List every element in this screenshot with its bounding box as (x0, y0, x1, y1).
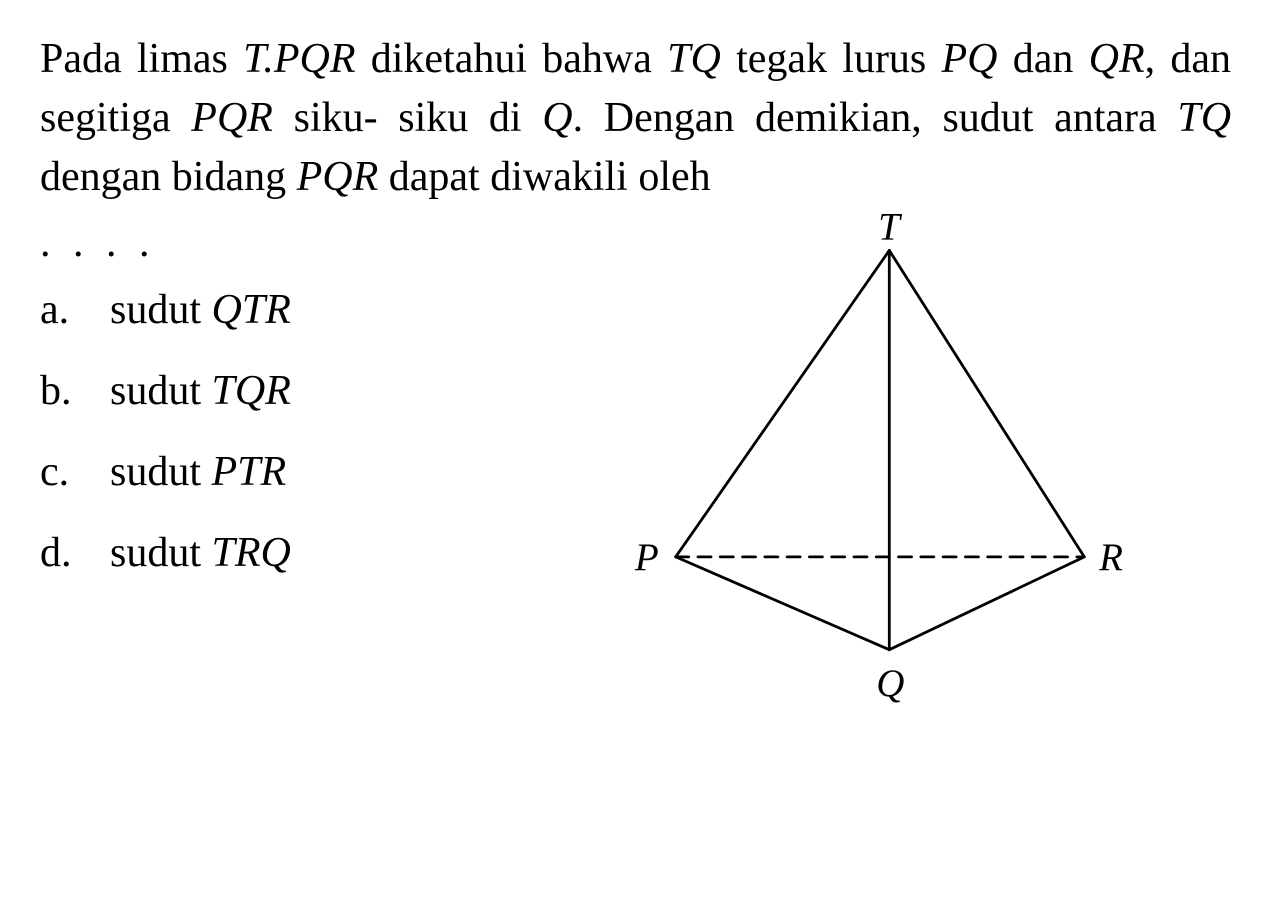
pyramid-diagram: T P Q R (620, 214, 1140, 714)
options-column: . . . . a. sudut QTR b. sudut TQR c. sud… (40, 214, 560, 604)
q-line3-pre: siku di (398, 95, 542, 141)
q-line4-it2: PQR (297, 154, 379, 200)
q-line3-it1: Q (542, 95, 572, 141)
q-line2-post: siku- (273, 95, 378, 141)
option-it: PTR (212, 449, 287, 495)
q-line4-it1: TQ (1177, 95, 1231, 141)
option-pre: sudut (110, 449, 212, 495)
option-pre: sudut (110, 287, 212, 333)
option-letter: b. (40, 362, 110, 421)
edge-QR (889, 557, 1084, 650)
content-row: . . . . a. sudut QTR b. sudut TQR c. sud… (40, 214, 1231, 731)
option-it: TQR (212, 368, 291, 414)
option-text: sudut QTR (110, 281, 560, 340)
labels-group: T P Q R (634, 214, 1123, 705)
option-text: sudut TQR (110, 362, 560, 421)
diagram-column: T P Q R (620, 214, 1231, 731)
option-pre: sudut (110, 368, 212, 414)
option-it: QTR (212, 287, 291, 333)
q-line1-it2: TQ (667, 36, 721, 82)
option-letter: d. (40, 524, 110, 583)
edges-group (676, 251, 1085, 650)
option-d: d. sudut TRQ (40, 524, 560, 583)
ellipsis: . . . . (40, 214, 560, 273)
vertex-label-Q: Q (876, 663, 904, 706)
vertex-label-R: R (1098, 536, 1123, 579)
option-a: a. sudut QTR (40, 281, 560, 340)
edge-TP (676, 251, 890, 557)
q-line2-pre: lurus (842, 36, 941, 82)
q-line2-it3: PQR (191, 95, 273, 141)
option-pre: sudut (110, 530, 212, 576)
q-line2-it1: PQ (942, 36, 998, 82)
edge-TR (889, 251, 1084, 557)
option-letter: a. (40, 281, 110, 340)
question-text: Pada limas T.PQR diketahui bahwa TQ tega… (40, 30, 1231, 206)
q-line1-it1: T.PQR (243, 36, 355, 82)
q-line1-mid1: diketahui bahwa (356, 36, 668, 82)
option-text: sudut PTR (110, 443, 560, 502)
option-b: b. sudut TQR (40, 362, 560, 421)
vertex-label-T: T (878, 214, 902, 248)
option-c: c. sudut PTR (40, 443, 560, 502)
q-line2-mid1: dan (998, 36, 1089, 82)
q-line4-post: dapat diwakili oleh (378, 154, 710, 200)
option-text: sudut TRQ (110, 524, 560, 583)
q-line4-mid: dengan bidang (40, 154, 297, 200)
q-line1-post: tegak (721, 36, 827, 82)
option-it: TRQ (212, 530, 291, 576)
option-letter: c. (40, 443, 110, 502)
edge-PQ (676, 557, 890, 650)
q-line2-it2: QR (1089, 36, 1145, 82)
vertex-label-P: P (634, 536, 659, 579)
q-line3-post: . Dengan demikian, sudut antara (573, 95, 1157, 141)
q-line1-pre: Pada limas (40, 36, 243, 82)
